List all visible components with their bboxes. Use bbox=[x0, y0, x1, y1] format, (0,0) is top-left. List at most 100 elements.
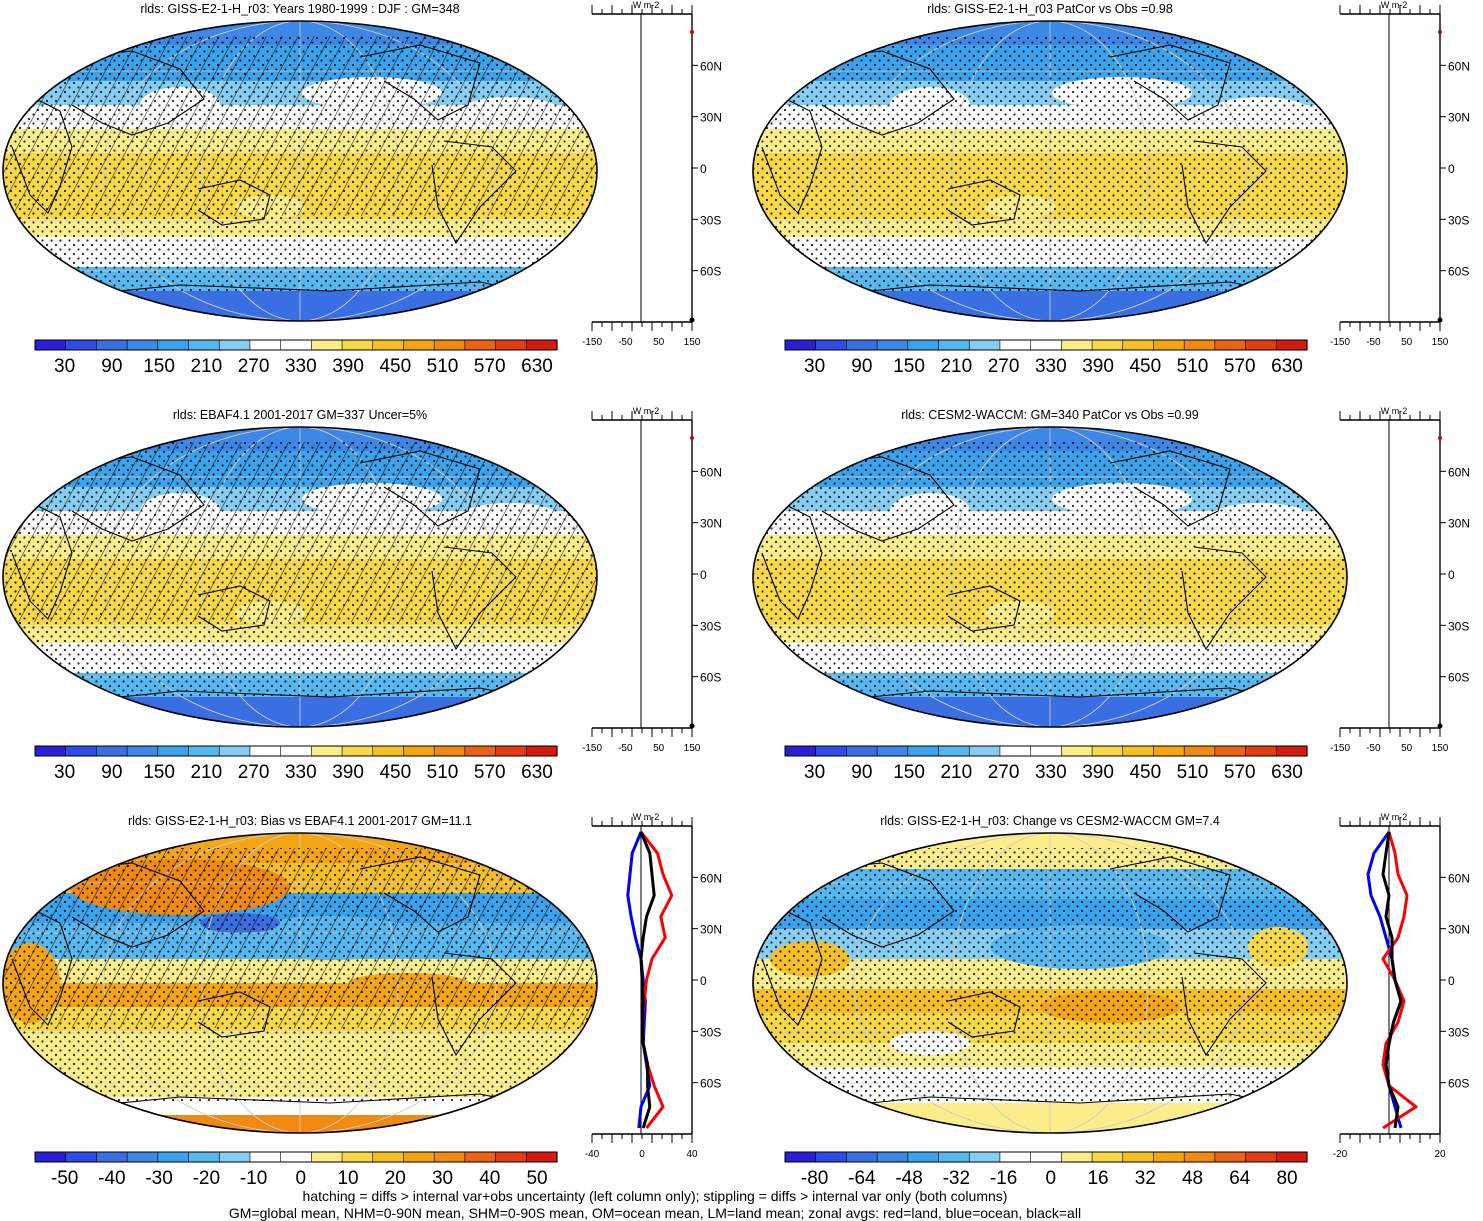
hatch-overlay bbox=[3, 848, 597, 1028]
colorbar-tick-label: -64 bbox=[848, 1168, 876, 1189]
zonal-mean-plot: W m-2 -150 -50 50 150 60N 30N 0 30S 60S bbox=[1330, 0, 1470, 348]
colorbar-tick-label: 390 bbox=[332, 762, 364, 783]
zonal-lat-label: 60N bbox=[1448, 871, 1470, 885]
colorbar-tick-label: 330 bbox=[1035, 762, 1067, 783]
zonal-lat-label: 60S bbox=[700, 671, 721, 685]
zonal-x-tick-label: -150 bbox=[1330, 743, 1350, 754]
colorbar-tick-label: -16 bbox=[990, 1168, 1017, 1189]
zonal-lat-label: 30N bbox=[1448, 923, 1470, 937]
colorbar-tick-label: 30 bbox=[432, 1168, 453, 1189]
zonal-lat-label: 30S bbox=[1448, 213, 1469, 227]
zonal-x-tick-label: 0 bbox=[639, 1149, 645, 1160]
colorbar-tick-label: 210 bbox=[190, 356, 222, 377]
colorbar-tick-label: 450 bbox=[1129, 356, 1161, 377]
zonal-x-tick-label: 50 bbox=[653, 337, 665, 348]
zonal-x-tick-label: 150 bbox=[684, 337, 701, 348]
stipple-overlay bbox=[753, 442, 1347, 697]
colorbar-tick-label: 510 bbox=[427, 356, 459, 377]
colorbar-tick-label: 20 bbox=[385, 1168, 406, 1189]
zonal-lat-label: 0 bbox=[1448, 162, 1455, 176]
colorbar-tick-label: 390 bbox=[332, 356, 364, 377]
zonal-lat-label: 0 bbox=[700, 162, 707, 176]
zonal-x-tick-label: -50 bbox=[618, 337, 633, 348]
colorbar-tick-label: 630 bbox=[1271, 762, 1303, 783]
colorbar-tick-label: -48 bbox=[895, 1168, 922, 1189]
zonal-x-tick-label: -40 bbox=[585, 1149, 600, 1160]
colorbar-tick-label: -50 bbox=[51, 1168, 78, 1189]
map-frame bbox=[2, 832, 598, 1134]
zonal-mean-plot: W m-2 -150 -50 50 150 60N 30N 0 30S 60S bbox=[1330, 406, 1470, 754]
zonal-x-tick-label: 50 bbox=[1401, 337, 1413, 348]
zonal-x-tick-label: -50 bbox=[1366, 743, 1381, 754]
colorbar: 30 90 150 210 270 330 390 450 510 570 630 bbox=[34, 745, 558, 783]
zonal-unit-label: W m-2 bbox=[633, 406, 660, 416]
colorbar-tick-label: 210 bbox=[940, 356, 972, 377]
zonal-lat-label: 30S bbox=[1448, 619, 1469, 633]
colorbar: 30 90 150 210 270 330 390 450 510 570 630 bbox=[34, 339, 558, 377]
colorbar-tick-label: 630 bbox=[521, 762, 553, 783]
zonal-lat-label: 30N bbox=[700, 517, 722, 531]
colorbar-tick-label: 510 bbox=[427, 762, 459, 783]
hatch-overlay bbox=[3, 442, 597, 622]
zonal-x-tick-label: 40 bbox=[686, 1149, 698, 1160]
zonal-lat-label: 60S bbox=[700, 265, 721, 279]
colorbar-tick-label: 48 bbox=[1182, 1168, 1203, 1189]
colorbar-tick-label: 270 bbox=[988, 762, 1020, 783]
zonal-lat-label: 30N bbox=[700, 111, 722, 125]
map-frame bbox=[2, 426, 598, 728]
zonal-mean-plot: W m-2 -150 -50 50 150 60N 30N 0 30S 60S bbox=[582, 0, 722, 348]
colorbar-tick-label: 570 bbox=[474, 762, 506, 783]
zonal-lat-label: 0 bbox=[1448, 974, 1455, 988]
zonal-unit-label: W m-2 bbox=[633, 812, 660, 822]
zonal-x-tick-label: -20 bbox=[1333, 1149, 1348, 1160]
panel-6: rlds: GISS-E2-1-H_r03: Change vs CESM2-W… bbox=[752, 812, 1470, 1189]
colorbar-tick-label: 0 bbox=[296, 1168, 307, 1189]
colorbar: 30 90 150 210 270 330 390 450 510 570 630 bbox=[784, 745, 1308, 783]
zonal-mean-plot: W m-2 -20 20 60N 30N 0 30S 60S bbox=[1333, 812, 1470, 1160]
colorbar-tick-label: 570 bbox=[1224, 356, 1256, 377]
hatch-overlay bbox=[3, 36, 597, 216]
colorbar-tick-label: 270 bbox=[988, 356, 1020, 377]
zonal-x-tick-label: -150 bbox=[582, 743, 602, 754]
zonal-lat-label: 30S bbox=[700, 213, 721, 227]
zonal-x-tick-label: -150 bbox=[582, 337, 602, 348]
map-frame bbox=[2, 20, 598, 322]
colorbar-tick-label: 510 bbox=[1177, 762, 1209, 783]
panel-4: rlds: CESM2-WACCM: GM=340 PatCor vs Obs … bbox=[752, 406, 1470, 783]
zonal-lat-label: 60S bbox=[700, 1077, 721, 1091]
colorbar-tick-label: 570 bbox=[474, 356, 506, 377]
zonal-x-tick-label: 150 bbox=[684, 743, 701, 754]
zonal-mean-plot: W m-2 -40 0 40 60N 30N 0 30S 60S bbox=[585, 812, 722, 1160]
colorbar-tick-label: 0 bbox=[1046, 1168, 1057, 1189]
panel-title: rlds: GISS-E2-1-H_r03: Bias vs EBAF4.1 2… bbox=[128, 814, 472, 828]
colorbar-tick-label: 30 bbox=[804, 762, 825, 783]
colorbar-tick-label: 150 bbox=[893, 762, 925, 783]
panel-5: rlds: GISS-E2-1-H_r03: Bias vs EBAF4.1 2… bbox=[2, 812, 722, 1189]
colorbar-tick-label: 40 bbox=[479, 1168, 500, 1189]
colorbar-tick-label: -30 bbox=[145, 1168, 172, 1189]
colorbar-tick-label: 150 bbox=[893, 356, 925, 377]
colorbar-tick-label: 16 bbox=[1087, 1168, 1108, 1189]
colorbar-tick-label: 10 bbox=[337, 1168, 358, 1189]
zonal-lat-label: 60S bbox=[1448, 265, 1469, 279]
colorbar-tick-label: -80 bbox=[801, 1168, 828, 1189]
colorbar-tick-label: 50 bbox=[526, 1168, 547, 1189]
zonal-unit-label: W m-2 bbox=[633, 0, 660, 10]
zonal-lat-label: 0 bbox=[1448, 568, 1455, 582]
panel-title: rlds: CESM2-WACCM: GM=340 PatCor vs Obs … bbox=[901, 408, 1199, 422]
colorbar-tick-label: 30 bbox=[54, 762, 75, 783]
colorbar-tick-label: 64 bbox=[1229, 1168, 1251, 1189]
colorbar: -50 -40 -30 -20 -10 0 10 20 30 40 50 bbox=[34, 1151, 558, 1189]
colorbar: 30 90 150 210 270 330 390 450 510 570 630 bbox=[784, 339, 1308, 377]
panel-3: rlds: EBAF4.1 2001-2017 GM=337 Uncer=5% 3… bbox=[2, 406, 722, 783]
zonal-lat-label: 30N bbox=[1448, 111, 1470, 125]
stipple-overlay bbox=[753, 36, 1347, 291]
colorbar: -80 -64 -48 -32 -16 0 16 32 48 64 80 bbox=[784, 1151, 1308, 1189]
colorbar-tick-label: -32 bbox=[943, 1168, 970, 1189]
zonal-curve-land bbox=[639, 831, 674, 1129]
colorbar-tick-label: 330 bbox=[285, 762, 317, 783]
map-frame bbox=[752, 20, 1348, 322]
panel-title: rlds: GISS-E2-1-H_r03: Years 1980-1999 :… bbox=[140, 2, 459, 16]
zonal-x-tick-label: 50 bbox=[653, 743, 665, 754]
